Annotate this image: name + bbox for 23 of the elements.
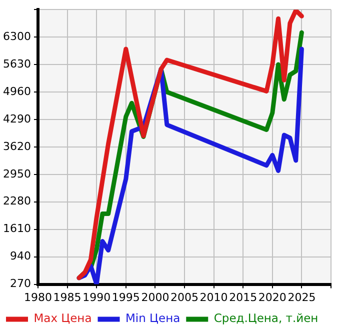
y-tick-label: 4290 xyxy=(2,112,31,126)
y-tick-label: 1610 xyxy=(2,222,31,236)
x-tick-label: 1985 xyxy=(53,290,82,304)
y-tick-label: 2950 xyxy=(2,167,31,180)
x-tick-label: 2025 xyxy=(288,290,316,304)
x-tick-label: 1990 xyxy=(82,290,111,304)
y-tick-label: 940 xyxy=(10,250,31,263)
x-tick-label: 2010 xyxy=(200,290,228,304)
x-tick-label: 2000 xyxy=(141,290,170,304)
y-tick-label: 4960 xyxy=(2,84,31,98)
x-tick-label: 2020 xyxy=(258,290,286,304)
x-tick-label: 1995 xyxy=(112,290,140,304)
legend-label: Сред.Цена, т.йен xyxy=(214,311,318,326)
y-tick-label: 3620 xyxy=(2,140,31,153)
x-tick-label: 2005 xyxy=(170,290,198,304)
y-tick-label: 5630 xyxy=(2,57,31,70)
x-tick-label: 1980 xyxy=(24,290,52,304)
legend-label: Max Цена xyxy=(34,311,92,326)
y-tick-label: 6300 xyxy=(2,30,31,43)
y-tick-label: 270 xyxy=(10,277,31,290)
x-tick-label: 2015 xyxy=(229,290,258,304)
y-tick-label: 2280 xyxy=(2,194,31,208)
legend-label: Min Цена xyxy=(126,311,180,326)
